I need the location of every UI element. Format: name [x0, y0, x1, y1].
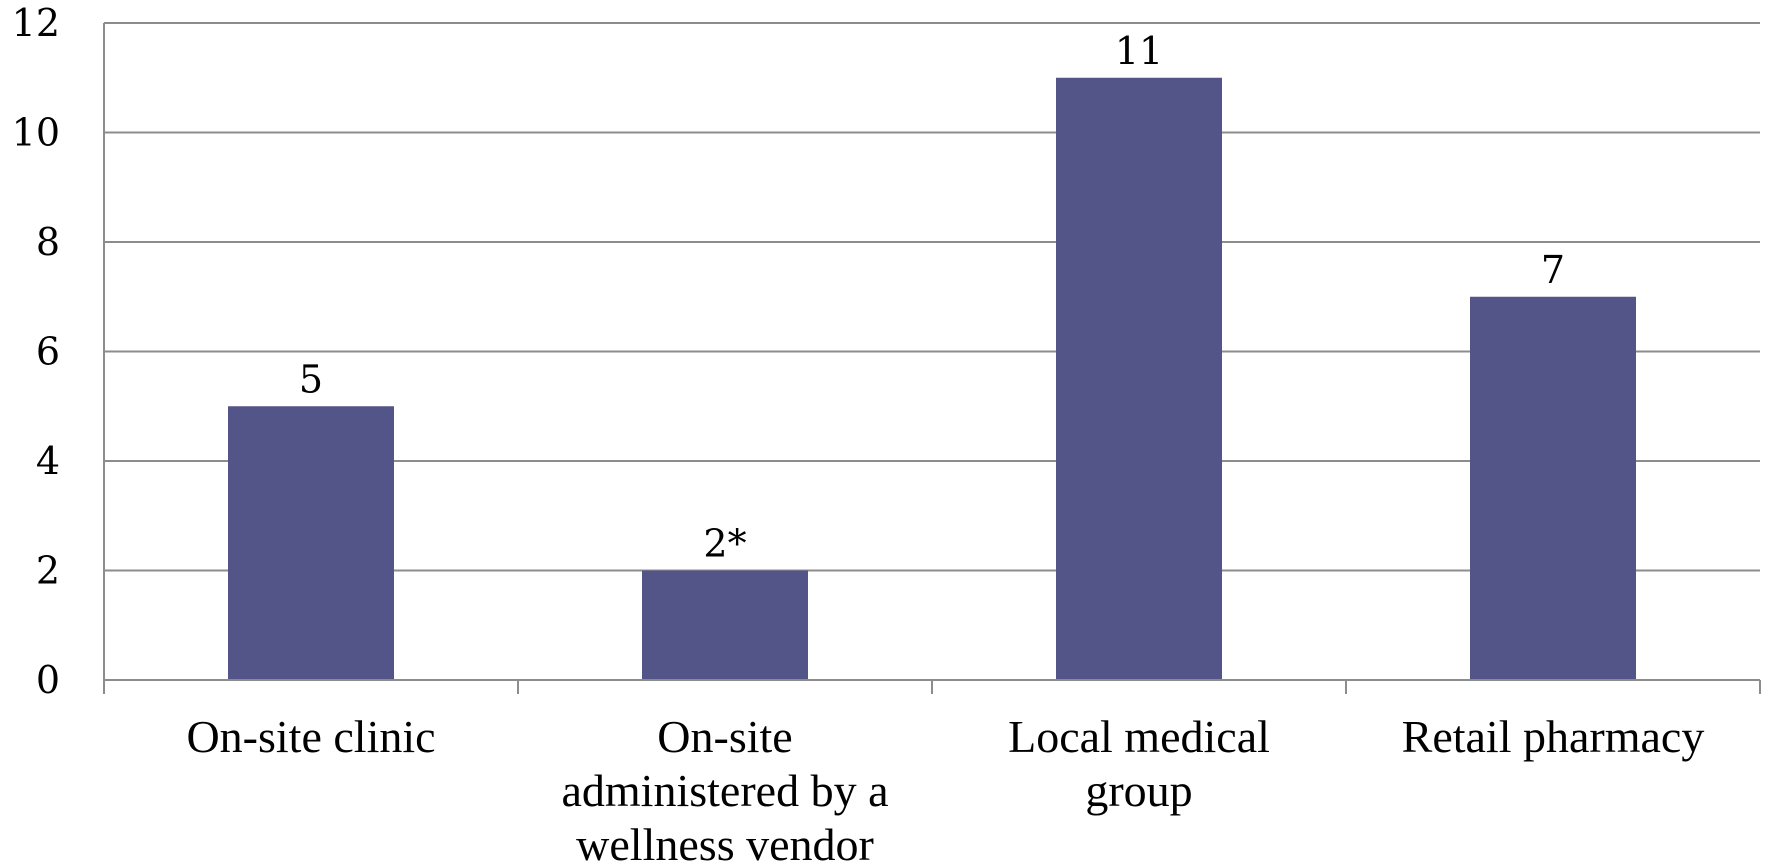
- y-tick-label: 6: [36, 330, 60, 374]
- data-label: 2*: [703, 522, 746, 566]
- category-label: Retail pharmacy: [1402, 711, 1705, 762]
- bar-1: [228, 406, 394, 680]
- data-label: 11: [1115, 29, 1163, 73]
- axes: [103, 23, 1761, 694]
- bar-3: [1056, 77, 1222, 680]
- y-tick-label: 2: [36, 549, 60, 593]
- data-label: 5: [299, 357, 323, 401]
- category-label: wellness vendor: [576, 819, 874, 867]
- labels: 0 2 4 6 8 10 12 5 On-site clinic 2* On-siteadminis…: [12, 1, 1705, 867]
- category-label: On-site clinic: [186, 711, 435, 762]
- y-tick-label: 0: [36, 658, 60, 702]
- y-tick-label: 8: [36, 220, 60, 264]
- category-label: administered by a: [561, 765, 888, 816]
- category-label: group: [1085, 765, 1192, 816]
- category-label: Local medical: [1008, 711, 1270, 762]
- y-tick-label: 4: [36, 439, 60, 483]
- y-tick-label: 12: [12, 1, 60, 45]
- data-label: 7: [1541, 248, 1565, 292]
- y-tick-label: 10: [12, 111, 60, 155]
- category-label: On-site: [657, 711, 792, 762]
- bar-2: [642, 570, 808, 680]
- bars: [228, 77, 1636, 680]
- bar-4: [1470, 296, 1636, 680]
